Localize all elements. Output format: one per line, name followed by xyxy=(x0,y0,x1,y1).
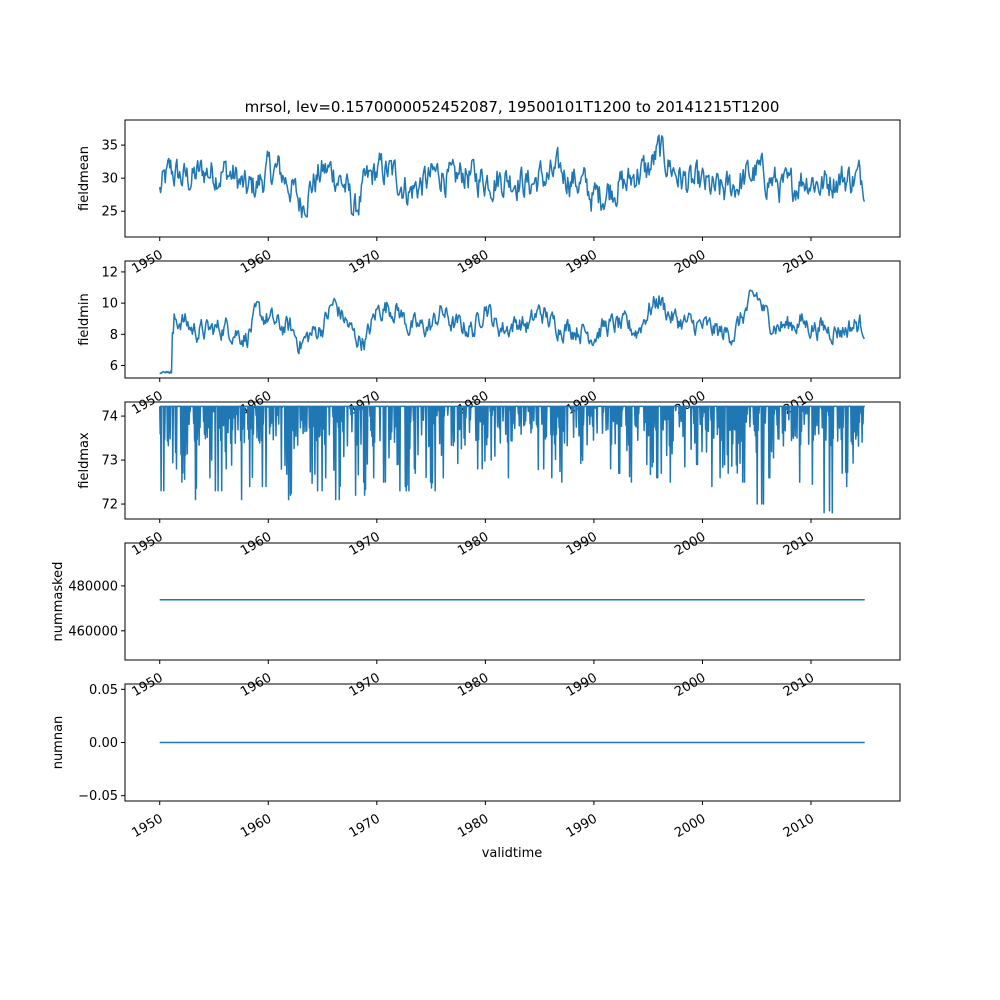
y-axis-label: fieldmax xyxy=(77,432,92,489)
x-tick-label: 1990 xyxy=(564,529,600,559)
x-tick-label: 1980 xyxy=(455,247,491,277)
x-tick-label: 1980 xyxy=(455,811,491,841)
x-tick-label: 1990 xyxy=(564,670,600,700)
x-tick-label: 1990 xyxy=(564,247,600,277)
y-tick-label: 10 xyxy=(101,297,118,312)
x-tick-label: 1950 xyxy=(130,811,166,841)
y-tick-label: 480000 xyxy=(68,579,118,594)
x-tick-label: 1960 xyxy=(238,811,274,841)
x-tick-label: 1970 xyxy=(347,811,383,841)
y-tick-label: 0.00 xyxy=(89,736,118,751)
x-tick-label: 1970 xyxy=(347,247,383,277)
y-tick-label: 8 xyxy=(110,328,118,343)
x-tick-label: 1960 xyxy=(238,247,274,277)
x-tick-label: 1970 xyxy=(347,670,383,700)
y-tick-label: 73 xyxy=(101,454,118,469)
series-line-fieldmax xyxy=(158,405,866,514)
y-tick-label: 30 xyxy=(101,172,118,187)
x-tick-label: 2010 xyxy=(781,529,817,559)
y-tick-label: 460000 xyxy=(68,624,118,639)
x-tick-label: 2000 xyxy=(672,670,708,700)
x-tick-label: 1950 xyxy=(130,247,166,277)
y-axis-label: fieldmean xyxy=(77,146,92,211)
y-tick-label: 72 xyxy=(101,498,118,513)
y-tick-label: 25 xyxy=(101,205,118,220)
y-tick-label: 6 xyxy=(110,359,118,374)
x-tick-label: 2010 xyxy=(781,670,817,700)
y-axis-label: numnan xyxy=(51,716,66,770)
y-tick-label: 74 xyxy=(101,410,118,425)
x-tick-label: 1960 xyxy=(238,670,274,700)
x-tick-label: 2000 xyxy=(672,529,708,559)
x-tick-label: 2000 xyxy=(672,811,708,841)
x-tick-label: 1980 xyxy=(455,529,491,559)
x-tick-label: 2010 xyxy=(781,247,817,277)
x-tick-label: 1950 xyxy=(130,670,166,700)
x-axis-label: validtime xyxy=(482,846,543,861)
x-tick-label: 2000 xyxy=(672,247,708,277)
y-axis-label: fieldmin xyxy=(77,293,92,346)
chart-title: mrsol, lev=0.1570000052452087, 19500101T… xyxy=(245,98,780,116)
axes-frame-fieldmin xyxy=(124,260,901,379)
x-tick-label: 1990 xyxy=(564,811,600,841)
y-tick-label: −0.05 xyxy=(78,789,118,804)
x-tick-label: 1980 xyxy=(455,670,491,700)
series-line-fieldmean xyxy=(158,134,866,219)
axes-frame-nummasked xyxy=(124,542,901,661)
y-tick-label: 35 xyxy=(101,139,118,154)
x-tick-label: 1970 xyxy=(347,529,383,559)
x-tick-label: 2010 xyxy=(781,811,817,841)
y-tick-label: 0.05 xyxy=(89,683,118,698)
x-tick-label: 1960 xyxy=(238,529,274,559)
x-tick-label: 1950 xyxy=(130,529,166,559)
y-tick-label: 12 xyxy=(101,265,118,280)
series-line-fieldmin xyxy=(159,289,866,375)
y-axis-label: nummasked xyxy=(51,562,66,642)
